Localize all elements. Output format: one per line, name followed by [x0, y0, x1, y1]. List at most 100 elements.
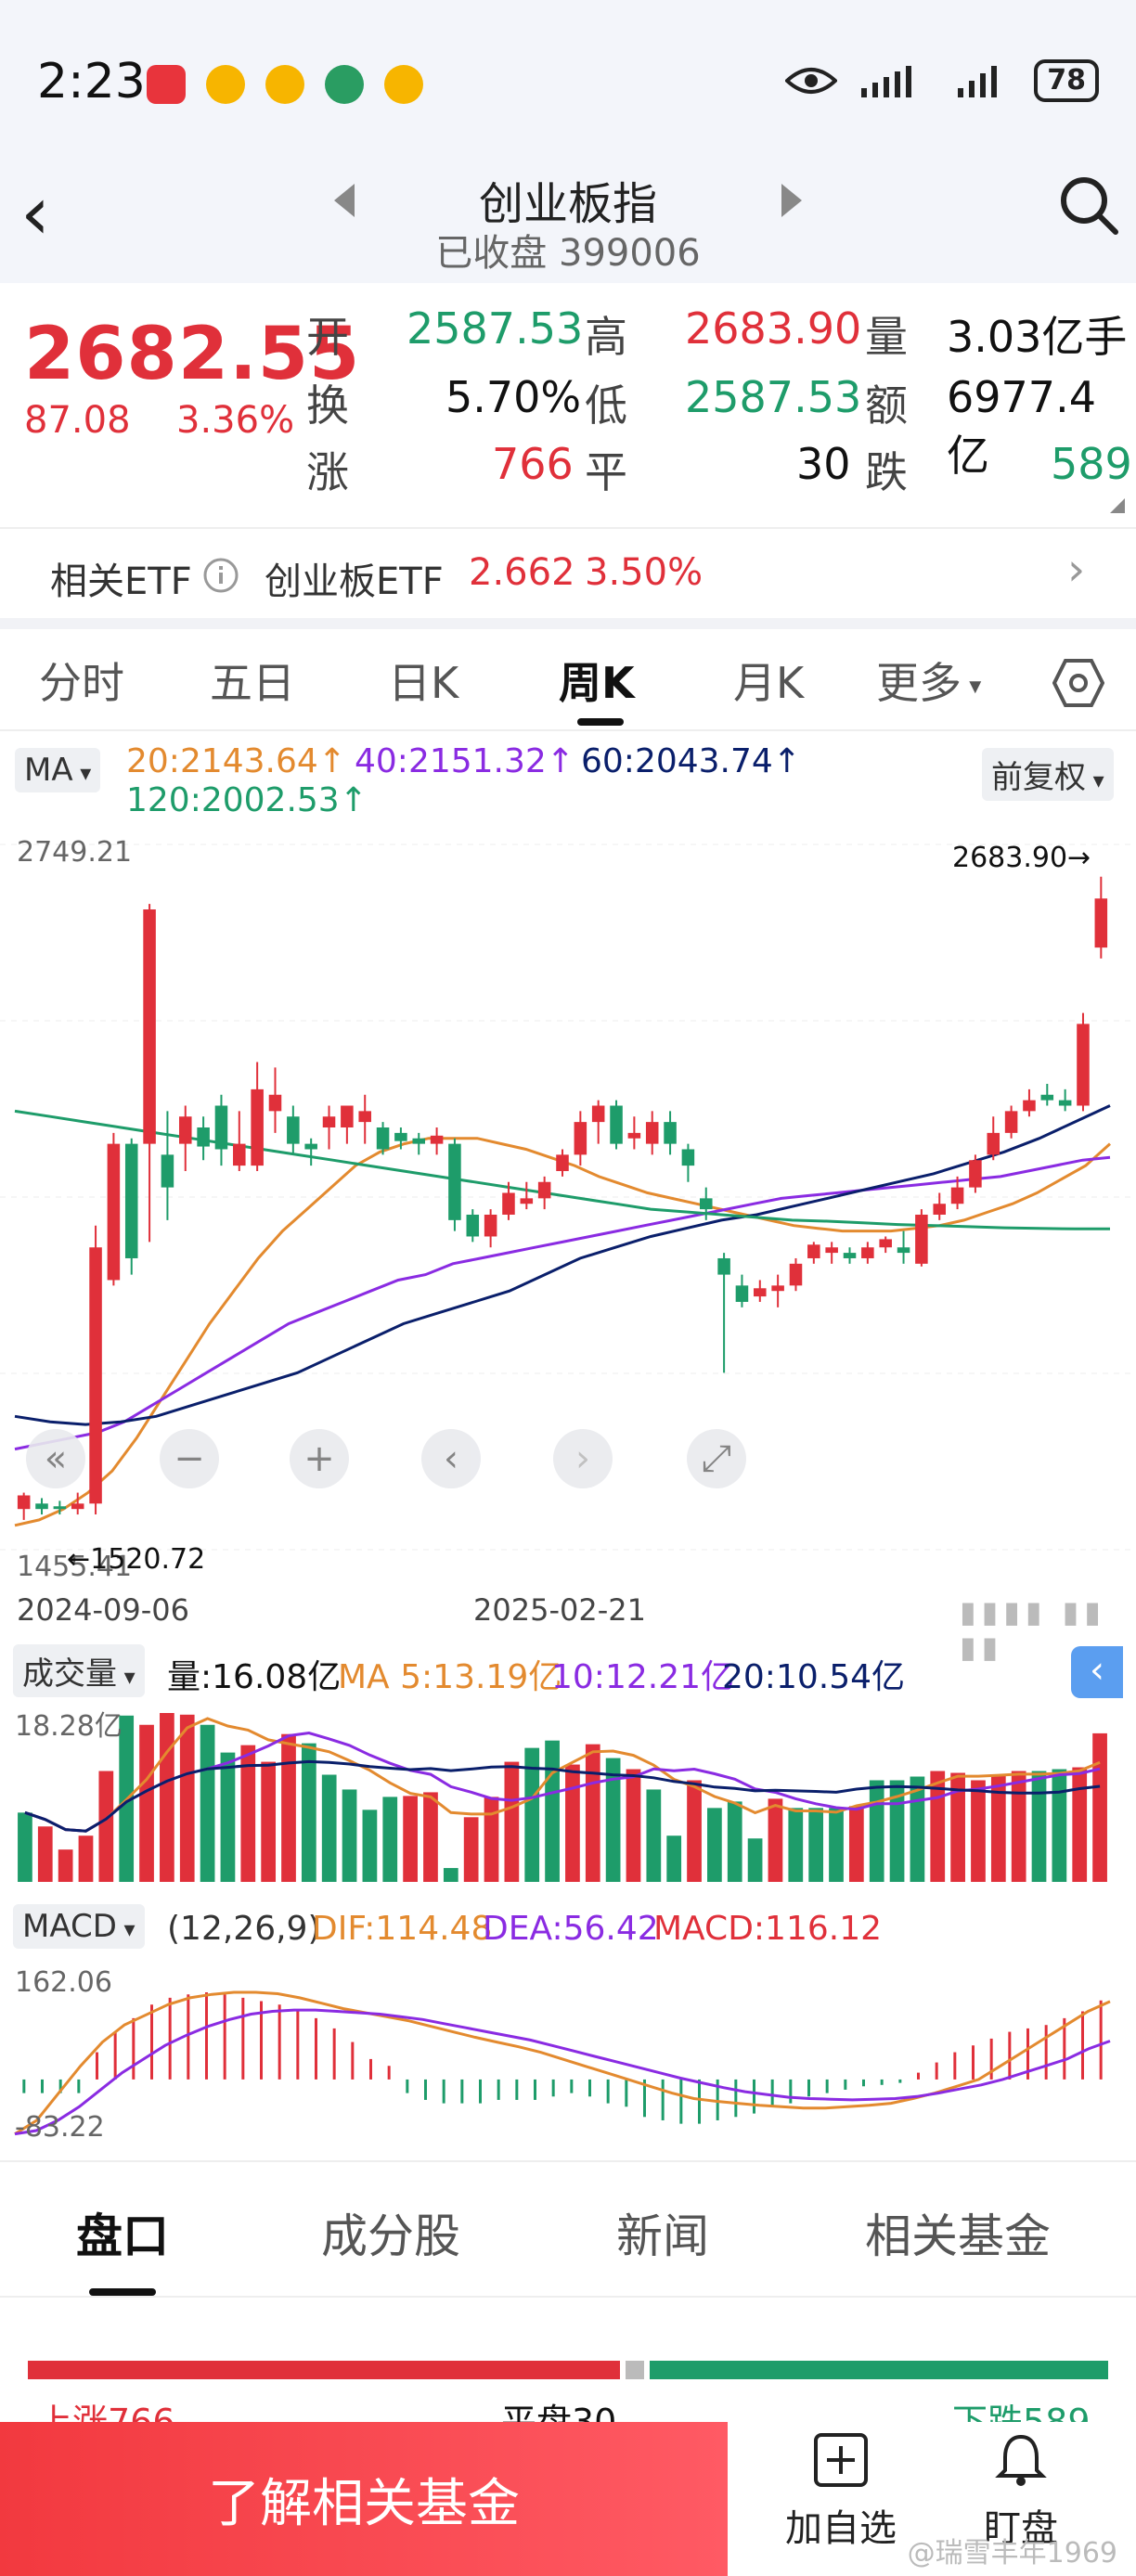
zoom-out-icon[interactable]: −	[160, 1429, 219, 1488]
candle-body	[987, 1132, 1000, 1155]
add-watchlist-button[interactable]: 加自选	[785, 2431, 897, 2552]
volume-bar	[504, 1761, 520, 1882]
candle-body	[950, 1187, 964, 1204]
candle-body	[681, 1149, 695, 1166]
weibo-icon	[265, 65, 304, 104]
related-etf-row[interactable]: 相关ETF 创业板ETF 2.662 3.50% ›	[0, 527, 1136, 616]
tab-daily-k[interactable]: 日K	[388, 658, 459, 708]
rewind-icon[interactable]: «	[26, 1429, 85, 1488]
etf-change-pct: 3.50%	[585, 551, 704, 594]
kline-ymax-label: 2749.21	[17, 836, 132, 869]
candle-body	[897, 1247, 910, 1254]
candle-body	[233, 1143, 246, 1166]
settings-icon[interactable]	[1052, 657, 1104, 709]
volume-bar	[605, 1758, 621, 1882]
volume-bar	[707, 1808, 722, 1882]
turnover-label: 换	[306, 380, 349, 431]
volume-value: 3.03亿手	[947, 312, 1128, 362]
candle-body	[35, 1503, 48, 1510]
dropdown-icon: ▾	[117, 1664, 136, 1690]
flat-count: 30	[796, 439, 851, 489]
advance-segment	[28, 2361, 620, 2379]
status-bar: 2:23 78	[0, 0, 1136, 167]
scroll-right-icon[interactable]: ›	[553, 1429, 613, 1488]
tab-related-funds[interactable]: 相关基金	[865, 2209, 1051, 2263]
ma-button-label: MA	[24, 752, 73, 789]
volume-bar	[321, 1774, 337, 1882]
volume-bar	[37, 1826, 53, 1882]
candle-body	[179, 1116, 192, 1144]
divider	[0, 618, 1136, 629]
volume-bar	[1031, 1771, 1047, 1882]
last-price: 2682.55	[24, 313, 361, 396]
signal-icon	[958, 66, 998, 97]
learn-funds-button[interactable]: 了解相关基金	[0, 2422, 728, 2576]
ma20-value: 20:2143.64↑	[126, 742, 346, 780]
volume-bar	[565, 1764, 580, 1882]
open-value: 2587.53	[407, 303, 584, 354]
tab-weekly-k[interactable]: 周K	[559, 658, 635, 708]
macd-indicator-button[interactable]: MACD ▾	[13, 1904, 145, 1949]
bottom-tabs: 盘口 成分股 新闻 相关基金	[0, 2160, 1136, 2298]
back-icon[interactable]: ‹	[20, 170, 50, 256]
volume-bar	[78, 1835, 94, 1882]
volume-bar	[240, 1745, 256, 1882]
ma40-line	[14, 1155, 1111, 1451]
decline-segment	[650, 2361, 1108, 2379]
tab-news[interactable]: 新闻	[616, 2209, 709, 2263]
kline-ymin-label: 1455.41	[17, 1551, 132, 1583]
candle-body	[268, 1094, 282, 1112]
volume-bar	[524, 1747, 540, 1882]
candle-body	[627, 1132, 641, 1139]
etf-price: 2.662	[469, 551, 575, 594]
quote-panel: 2682.55 87.08 3.36% 开 2587.53 高 2683.90 …	[0, 283, 1136, 515]
prev-index-icon[interactable]	[334, 184, 355, 217]
zoom-in-icon[interactable]: +	[290, 1429, 349, 1488]
volume-bar	[220, 1752, 236, 1882]
candle-body	[1094, 898, 1108, 948]
candle-body	[1040, 1094, 1054, 1101]
tab-five-day[interactable]: 五日	[210, 658, 295, 708]
volume-bar	[687, 1780, 702, 1882]
volume-bar	[1072, 1767, 1088, 1882]
ma-indicator-button[interactable]: MA ▾	[15, 748, 101, 792]
collapse-panel-icon[interactable]: ‹	[1071, 1646, 1123, 1698]
up-label: 涨	[306, 447, 349, 497]
macd-legend: MACD ▾ (12,26,9) DIF:114.48 DEA:56.42 MA…	[0, 1904, 1136, 1956]
next-index-icon[interactable]	[781, 184, 802, 217]
alert-label: 盯盘	[984, 2507, 1058, 2550]
expand-corner-icon[interactable]	[1110, 498, 1125, 513]
tab-monthly-k[interactable]: 月K	[733, 658, 805, 708]
tab-order-book[interactable]: 盘口	[76, 2209, 169, 2263]
volume-bar	[646, 1789, 662, 1882]
volume-bar	[281, 1733, 296, 1882]
huawei-app-icon	[147, 65, 186, 104]
adjust-button[interactable]: 前复权 ▾	[982, 748, 1114, 801]
candles	[17, 876, 1108, 1520]
candle-body	[448, 1143, 461, 1220]
tab-more[interactable]: 更多 ▾	[876, 650, 981, 711]
volume-bar	[463, 1817, 479, 1882]
volume-bar	[342, 1789, 357, 1882]
candle-body	[610, 1105, 623, 1144]
scroll-left-icon[interactable]: ‹	[421, 1429, 481, 1488]
dropdown-icon: ▾	[72, 760, 92, 786]
date-start: 2024-09-06	[17, 1592, 189, 1628]
candle-body	[1077, 1024, 1090, 1106]
volume-bar	[585, 1744, 600, 1882]
info-icon[interactable]	[202, 557, 239, 594]
high-label: 高	[585, 312, 627, 362]
kline-chart[interactable]: 2749.21 1455.41 2683.90→ ←1520.72	[0, 826, 1136, 1587]
tab-constituents[interactable]: 成分股	[321, 2209, 460, 2263]
bell-icon	[995, 2434, 1047, 2486]
volume-bar	[971, 1780, 986, 1882]
open-label: 开	[306, 312, 349, 362]
search-icon[interactable]	[1058, 174, 1119, 236]
candle-body	[717, 1257, 730, 1275]
fullscreen-icon[interactable]: ⤢	[687, 1429, 746, 1488]
candle-body	[107, 1143, 121, 1281]
ma-legend: MA ▾ 20:2143.64↑ 40:2151.32↑ 60:2043.74↑…	[0, 739, 1136, 822]
volume-indicator-button[interactable]: 成交量 ▾	[13, 1644, 145, 1697]
tab-intraday[interactable]: 分时	[39, 658, 124, 708]
alert-button[interactable]: 盯盘	[984, 2431, 1058, 2552]
